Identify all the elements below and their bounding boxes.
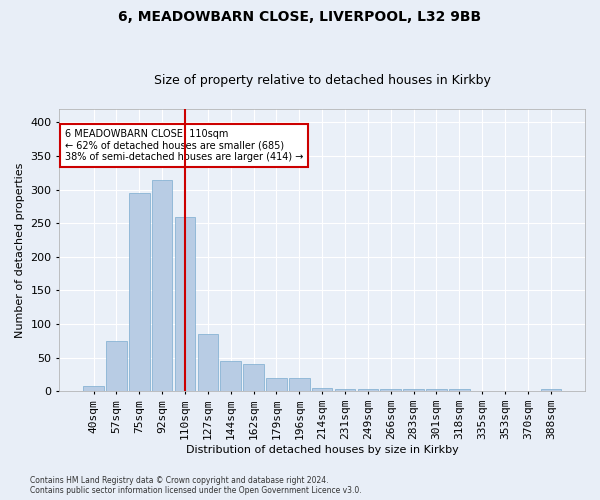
Y-axis label: Number of detached properties: Number of detached properties [15, 162, 25, 338]
Bar [266, 378, 287, 392]
Bar [358, 390, 378, 392]
Bar [403, 390, 424, 392]
Bar [106, 341, 127, 392]
Bar [129, 193, 149, 392]
Bar [541, 390, 561, 392]
X-axis label: Distribution of detached houses by size in Kirkby: Distribution of detached houses by size … [186, 445, 458, 455]
Text: 6, MEADOWBARN CLOSE, LIVERPOOL, L32 9BB: 6, MEADOWBARN CLOSE, LIVERPOOL, L32 9BB [118, 10, 482, 24]
Bar [175, 216, 195, 392]
Bar [335, 390, 355, 392]
Bar [426, 390, 447, 392]
Bar [289, 378, 310, 392]
Title: Size of property relative to detached houses in Kirkby: Size of property relative to detached ho… [154, 74, 491, 87]
Bar [380, 390, 401, 392]
Text: 6 MEADOWBARN CLOSE: 110sqm
← 62% of detached houses are smaller (685)
38% of sem: 6 MEADOWBARN CLOSE: 110sqm ← 62% of deta… [65, 129, 303, 162]
Bar [312, 388, 332, 392]
Bar [197, 334, 218, 392]
Text: Contains HM Land Registry data © Crown copyright and database right 2024.
Contai: Contains HM Land Registry data © Crown c… [30, 476, 362, 495]
Bar [83, 386, 104, 392]
Bar [243, 364, 264, 392]
Bar [220, 361, 241, 392]
Bar [449, 390, 470, 392]
Bar [152, 180, 172, 392]
